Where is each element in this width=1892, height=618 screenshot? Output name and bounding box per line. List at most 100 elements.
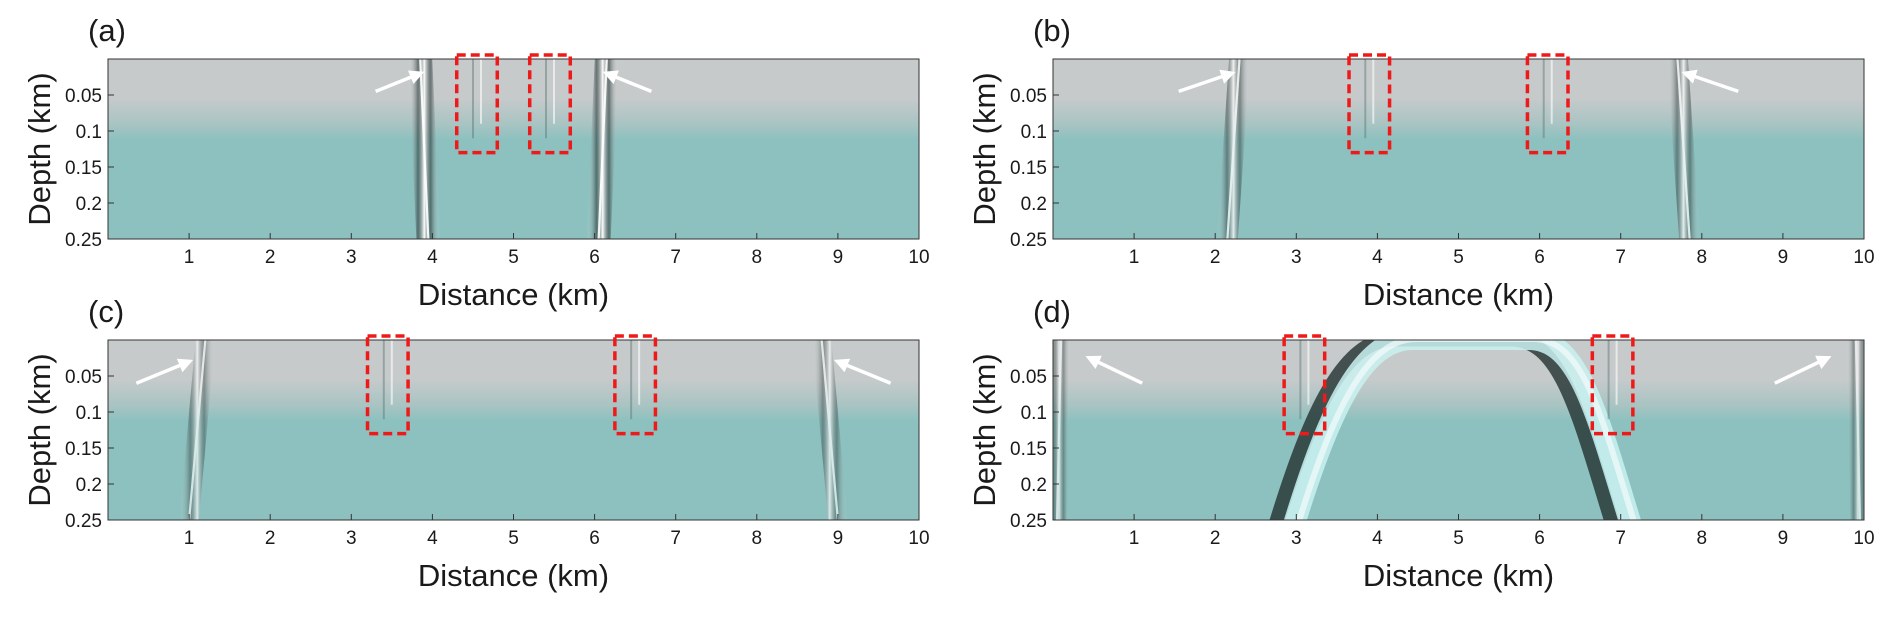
wavefront-2 (1846, 340, 1864, 520)
highlight-box-2 (1525, 53, 1570, 155)
x-tick-label: 1 (184, 528, 195, 549)
x-tick-label: 4 (1372, 528, 1383, 549)
x-tick-label: 3 (1291, 528, 1302, 549)
wavefront-1 (1053, 340, 1071, 520)
x-tick-label: 3 (1291, 247, 1302, 268)
plot-content (1216, 59, 1701, 239)
wavefront-2 (1666, 59, 1701, 239)
y-tick-label: 0.05 (1010, 367, 1047, 388)
highlight-box-2 (527, 53, 573, 155)
x-tick-label: 2 (265, 247, 276, 268)
x-tick-label: 1 (1129, 528, 1140, 549)
x-tick-label: 5 (508, 528, 519, 549)
x-tick-label: 3 (346, 247, 357, 268)
highlight-box-1 (365, 334, 410, 436)
y-axis-title: Depth (km) (22, 353, 57, 506)
plot-content (1053, 340, 1864, 520)
y-tick-label: 0.25 (1010, 511, 1047, 532)
arrow-1 (135, 358, 194, 385)
y-tick-label: 0.25 (65, 230, 102, 251)
y-tick-label: 0.05 (65, 86, 102, 107)
y-axis-title: Depth (km) (22, 72, 57, 225)
plot-content (408, 59, 619, 239)
y-tick-label: 0.15 (65, 439, 102, 460)
y-axis-title: Depth (km) (967, 72, 1002, 225)
highlight-box-1 (454, 53, 500, 155)
panel-b: 1 2 3 4 5 6 7 8 9 10 0.05 0.1 0.15 0.2 0.25 Distance (k… (967, 13, 1875, 312)
x-tick-label: 8 (1697, 247, 1708, 268)
x-tick-label: 6 (589, 528, 600, 549)
wavefront-2 (811, 340, 848, 520)
y-tick-label: 0.1 (1021, 403, 1047, 424)
wavefront-1 (408, 59, 441, 239)
highlight-box-1 (1282, 334, 1327, 436)
x-tick-label: 3 (346, 528, 357, 549)
x-tick-label: 9 (1778, 528, 1789, 549)
x-tick-label: 8 (752, 528, 763, 549)
arrow-1 (374, 70, 425, 94)
x-tick-label: 7 (1615, 247, 1626, 268)
arrow-1 (1178, 69, 1236, 94)
x-tick-label: 4 (427, 247, 438, 268)
highlight-box-1 (1347, 53, 1392, 155)
x-tick-label: 1 (184, 247, 195, 268)
x-tick-label: 5 (1453, 247, 1464, 268)
x-tick-label: 5 (1453, 528, 1464, 549)
x-tick-label: 2 (1210, 528, 1221, 549)
y-tick-label: 0.05 (65, 367, 102, 388)
y-tick-label: 0.15 (1010, 158, 1047, 179)
plot-area (108, 59, 919, 239)
panel-a: 1 2 3 4 5 6 7 8 9 10 0.05 0.1 0.15 0.2 0.25 Distance (k… (22, 13, 930, 312)
x-tick-label: 8 (752, 247, 763, 268)
y-tick-label: 0.25 (65, 511, 102, 532)
panel-d: 1 2 3 4 5 6 7 8 9 10 0.05 0.1 0.15 0.2 0.25 Distance (k… (967, 294, 1875, 593)
x-tick-label: 10 (908, 247, 929, 268)
wavefront-arch-dark (1269, 340, 1620, 520)
y-tick-label: 0.15 (1010, 439, 1047, 460)
y-tick-label: 0.2 (76, 475, 102, 496)
y-tick-label: 0.25 (1010, 230, 1047, 251)
arrow-2 (1774, 355, 1832, 385)
arrow-1 (1085, 355, 1143, 385)
x-tick-label: 8 (1697, 528, 1708, 549)
panel-label: (d) (1033, 294, 1071, 329)
x-axis-title: Distance (km) (418, 558, 609, 593)
x-tick-label: 9 (833, 247, 844, 268)
wavefront-crest (1854, 340, 1862, 520)
wavefront-crest (820, 340, 839, 520)
x-axis-title: Distance (km) (1363, 277, 1554, 312)
x-tick-label: 6 (1534, 528, 1545, 549)
wavefront-crest (597, 59, 608, 239)
y-tick-label: 0.1 (76, 403, 102, 424)
x-tick-label: 7 (1615, 528, 1626, 549)
plot-area (1053, 340, 1864, 520)
x-tick-label: 7 (670, 528, 681, 549)
wavefront-crest (1676, 59, 1691, 239)
wavefront-2 (586, 59, 619, 239)
highlight-box-2 (1590, 334, 1635, 436)
x-tick-label: 5 (508, 247, 519, 268)
panel-label: (c) (88, 294, 124, 329)
panel-label: (a) (88, 13, 126, 48)
y-tick-label: 0.1 (76, 122, 102, 143)
y-axis-title: Depth (km) (967, 353, 1002, 506)
x-tick-label: 9 (1778, 247, 1789, 268)
x-axis-title: Distance (km) (1363, 558, 1554, 593)
x-tick-label: 10 (1853, 247, 1874, 268)
x-tick-label: 9 (833, 528, 844, 549)
wavefront-crest (188, 340, 207, 520)
x-tick-label: 4 (1372, 247, 1383, 268)
x-tick-label: 6 (589, 247, 600, 268)
panel-c: 1 2 3 4 5 6 7 8 9 10 0.05 0.1 0.15 0.2 0.25 Distance (k… (22, 294, 930, 593)
x-tick-label: 10 (908, 528, 929, 549)
arrow-2 (602, 70, 653, 94)
y-tick-label: 0.2 (76, 194, 102, 215)
x-tick-label: 7 (670, 247, 681, 268)
arrow-2 (1681, 69, 1739, 94)
x-tick-label: 1 (1129, 247, 1140, 268)
x-tick-label: 6 (1534, 247, 1545, 268)
panel-label: (b) (1033, 13, 1071, 48)
y-tick-label: 0.15 (65, 158, 102, 179)
x-axis-title: Distance (km) (418, 277, 609, 312)
